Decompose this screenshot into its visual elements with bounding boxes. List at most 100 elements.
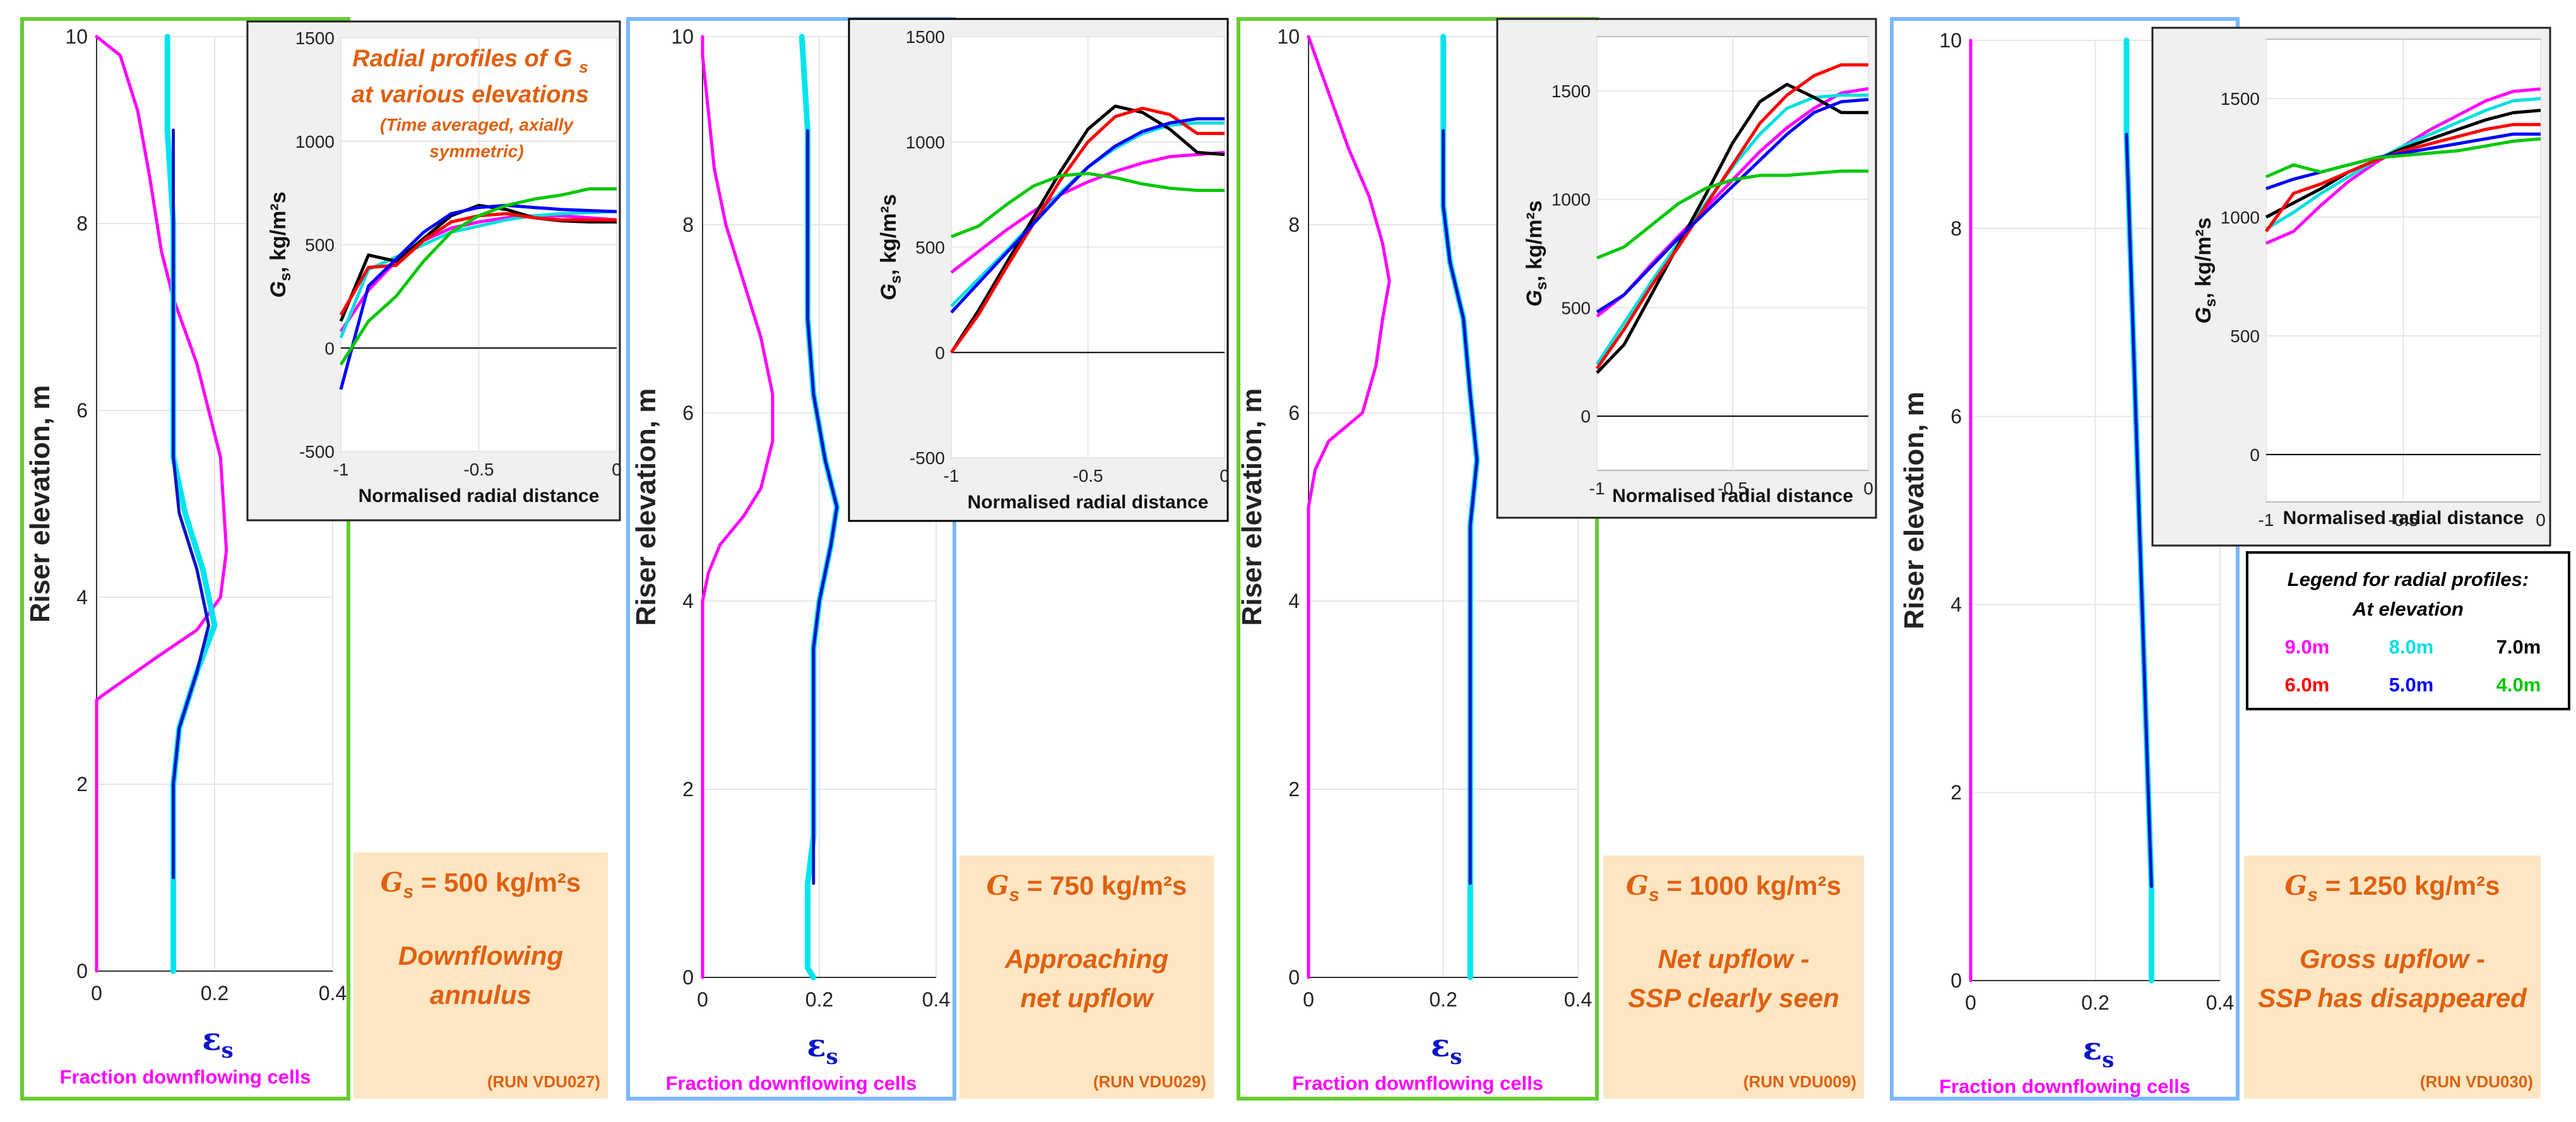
annotation-box: Gs = 1000 kg/m²s Net upflow - SSP clearly …: [1603, 856, 1864, 1099]
series-line--s-time-averaged-: [806, 129, 839, 885]
y-tick-label: 4: [682, 590, 694, 612]
annotation-box: Gs = 500 kg/m²s Downflowing annulus (RUN VD…: [353, 852, 608, 1099]
panel-1: 0 2 4 6 8 10 0 0.2 0.4 Riser elevation, m εs Fracti…: [20, 17, 622, 1101]
x-tick-label: 0: [91, 982, 102, 1005]
x-tick-label: 0.4: [1564, 988, 1592, 1011]
inset-x-tick-label: -1: [1589, 479, 1605, 498]
x-tick-label: 0.2: [805, 988, 833, 1011]
inset-x-tick-label: -1: [333, 460, 349, 479]
gs-value-label: Gs = 750 kg/m²s: [987, 870, 1187, 905]
legend-entry-8-0m: 8.0m: [2389, 636, 2434, 658]
legend-title-line-1: Legend for radial profiles:: [2288, 568, 2529, 590]
inset-y-tick-label: 1000: [906, 133, 945, 152]
inset-title-line-2: at various elevations: [352, 81, 589, 108]
legend-entry-6-0m: 6.0m: [2285, 674, 2330, 696]
series-line-fraction-downflowing-cells: [95, 35, 229, 973]
inset-y-tick-label: 1500: [1552, 81, 1591, 101]
inset-x-tick-label: -0.5: [2388, 510, 2418, 530]
y-tick-label: 2: [1288, 778, 1300, 801]
y-tick-label: 10: [1277, 25, 1300, 48]
inset-series-6-0m: [1595, 63, 1868, 370]
inset-y-axis-label: Gs, kg/m²s: [2192, 217, 2219, 323]
x-tick-label: 0: [1303, 988, 1314, 1011]
y-tick-label: 10: [65, 25, 88, 48]
annotation-box: Gs = 750 kg/m²s Approaching net upflow (RUN…: [959, 856, 1214, 1099]
inset-y-tick-label: 0: [2250, 445, 2260, 465]
inset-y-tick-label: 500: [305, 236, 335, 255]
inset-series-8-0m: [339, 210, 617, 338]
inset-y-tick-label: 500: [915, 238, 945, 258]
x-axis-label: εs: [2083, 1030, 2115, 1073]
description-line: Approaching: [1004, 944, 1168, 974]
inset-x-axis-label: Normalised radial distance: [359, 486, 600, 506]
annotation-background: [353, 852, 608, 1099]
x-tick-label: 0.2: [2081, 991, 2109, 1014]
x-tick-label: 0: [1965, 991, 1976, 1014]
y-axis-label: Riser elevation, m: [25, 385, 56, 623]
inset-series-6-0m: [2264, 122, 2541, 232]
x-axis-label: εs: [202, 1020, 234, 1063]
annotation-background: [959, 856, 1214, 1099]
x-axis-label-secondary: Fraction downflowing cells: [1939, 1075, 2190, 1097]
y-axis-label: Riser elevation, m: [1899, 391, 1930, 630]
inset-series-9-0m: [339, 214, 617, 333]
y-axis-label: Riser elevation, m: [631, 388, 662, 626]
panel-3: 0 2 4 6 8 10 0 0.2 0.4 Riser elevation, m εsFracti…: [1237, 17, 1877, 1101]
x-axis-label-secondary: Fraction downflowing cells: [666, 1072, 917, 1094]
description-line: Net upflow -: [1658, 944, 1809, 974]
series-line-fraction-downflowing-cells: [701, 35, 775, 979]
inset-chart: -500 0 500 1000 1500 -1 -0.5 0 Normalised radial…: [848, 18, 1230, 522]
run-label: (RUN VDU027): [487, 1072, 600, 1091]
inset-chart: 0 500 1000 1500 -1 -0.5 0 Normalised radial dis…: [2151, 27, 2551, 547]
y-tick-label: 6: [1950, 405, 1962, 428]
description-line: Gross upflow -: [2300, 944, 2485, 974]
series-line--s-time-averaged-: [172, 128, 211, 880]
x-tick-label: 0.4: [922, 988, 950, 1011]
panel-2: 0 2 4 6 8 10 0 0.2 0.4 Riser elevation, m εsFracti…: [626, 17, 1230, 1101]
inset-y-axis-label: Gs, kg/m²s: [1522, 200, 1550, 306]
inset-series-7-0m: [2265, 109, 2541, 219]
inset-x-tick-label: 0: [612, 460, 622, 479]
y-tick-label: 2: [76, 773, 88, 796]
inset-y-tick-label: 500: [2230, 326, 2260, 346]
gs-value-label: Gs = 1250 kg/m²s: [2285, 870, 2500, 905]
y-tick-label: 0: [1950, 969, 1962, 992]
inset-series-7-0m: [949, 104, 1225, 354]
x-axis-label-secondary: Fraction downflowing cells: [1292, 1072, 1543, 1094]
inset-x-tick-label: 0: [2536, 510, 2546, 530]
run-label: (RUN VDU009): [1743, 1072, 1856, 1091]
y-tick-label: 8: [1950, 217, 1962, 240]
run-label: (RUN VDU029): [1093, 1072, 1206, 1091]
inset-x-tick-label: 0: [1220, 466, 1230, 486]
inset-subtitle-line-2: symmetric): [429, 141, 523, 161]
inset-x-tick-label: -0.5: [463, 460, 494, 479]
inset-x-axis-label: Normalised radial distance: [2283, 508, 2524, 528]
inset-x-tick-label: 0: [1863, 479, 1873, 498]
inset-y-axis-label: Gs, kg/m²s: [266, 191, 294, 297]
y-tick-label: 2: [1950, 781, 1962, 804]
gs-value-label: Gs = 500 kg/m²s: [381, 867, 581, 902]
inset-y-tick-label: 0: [935, 343, 945, 362]
inset-chart: 0 500 1000 1500 -1 -0.5 0 Normalised radial dis…: [1496, 18, 1877, 519]
y-tick-label: 2: [682, 778, 694, 801]
y-tick-label: 6: [682, 402, 694, 424]
annotation-background: [1603, 856, 1864, 1099]
legend-frame: [2246, 551, 2570, 710]
inset-series-4-0m: [2265, 137, 2541, 179]
y-tick-label: 8: [76, 212, 88, 235]
inset-y-tick-label: 1000: [1552, 190, 1591, 210]
y-tick-label: 4: [1288, 590, 1300, 612]
inset-series-5-0m: [950, 117, 1225, 314]
inset-x-tick-label: -1: [944, 466, 959, 486]
y-tick-label: 4: [76, 586, 88, 609]
x-tick-label: 0.4: [2206, 991, 2234, 1014]
y-axis-label: Riser elevation, m: [1237, 388, 1267, 626]
series-line--s-time-averaged-: [1442, 129, 1479, 885]
inset-x-tick-label: -0.5: [1718, 479, 1748, 498]
x-tick-label: 0.2: [201, 982, 229, 1005]
inset-subtitle-line-1: (Time averaged, axially: [380, 115, 574, 134]
inset-y-tick-label: -500: [299, 442, 335, 462]
inset-series-8-0m: [2265, 97, 2541, 230]
x-tick-label: 0.2: [1429, 988, 1457, 1011]
inset-series-5-0m: [339, 203, 617, 390]
